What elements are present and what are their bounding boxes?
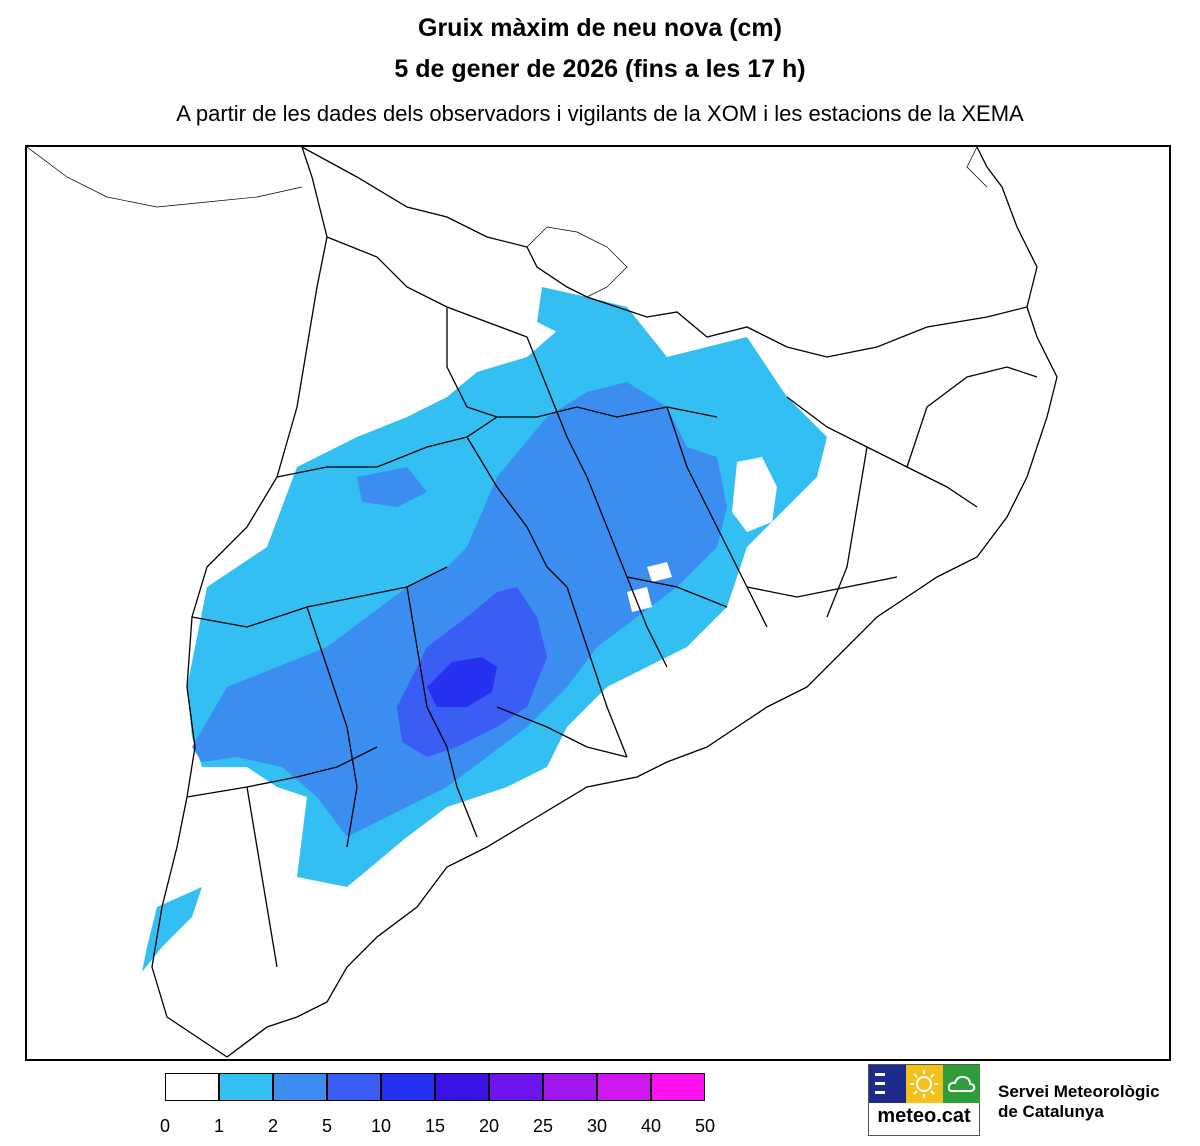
snow-depth-map (25, 145, 1171, 1061)
cloud-icon (943, 1065, 980, 1103)
legend-swatch (489, 1073, 543, 1101)
legend-colorbar (165, 1073, 707, 1103)
legend-tick-label: 50 (694, 1116, 716, 1136)
legend-tick-label: 40 (640, 1116, 662, 1136)
map-subtitle: A partir de les dades dels observadors i… (176, 101, 1024, 126)
legend-tick-label: 10 (370, 1116, 392, 1136)
logo-text: meteo.cat (877, 1105, 971, 1127)
sun-icon (906, 1065, 943, 1103)
legend-tick-label: 0 (159, 1116, 170, 1136)
legend-tick-label: 5 (321, 1116, 332, 1136)
legend-swatch (435, 1073, 489, 1101)
legend-swatch (543, 1073, 597, 1101)
snow-free-patches (627, 457, 777, 612)
neighbour-boundaries (27, 147, 988, 298)
legend-tick-label: 30 (586, 1116, 608, 1136)
map-title: Gruix màxim de neu nova (cm) (418, 14, 782, 42)
organization-name-line2: de Catalunya (998, 1102, 1104, 1121)
legend-swatch (651, 1073, 705, 1101)
waves-icon (869, 1065, 906, 1103)
legend-tick-label: 15 (424, 1116, 446, 1136)
legend-swatch (165, 1073, 219, 1101)
legend-swatch (273, 1073, 327, 1101)
legend-tick-label: 20 (478, 1116, 500, 1136)
snow-area-2-5cm (192, 382, 727, 837)
legend-swatch (219, 1073, 273, 1101)
region-boundaries (151, 147, 1058, 1058)
legend-swatch (597, 1073, 651, 1101)
organization-name-line1: Servei Meteorològic (998, 1082, 1160, 1101)
legend-tick-label: 1 (213, 1116, 224, 1136)
legend-swatch (381, 1073, 435, 1101)
legend-tick-label: 25 (532, 1116, 554, 1136)
legend-tick-label: 2 (267, 1116, 278, 1136)
legend-swatch (327, 1073, 381, 1101)
snow-area-10-15cm (427, 657, 497, 707)
meteocat-logo: meteo.cat (868, 1064, 980, 1136)
map-date: 5 de gener de 2026 (fins a les 17 h) (394, 55, 806, 83)
